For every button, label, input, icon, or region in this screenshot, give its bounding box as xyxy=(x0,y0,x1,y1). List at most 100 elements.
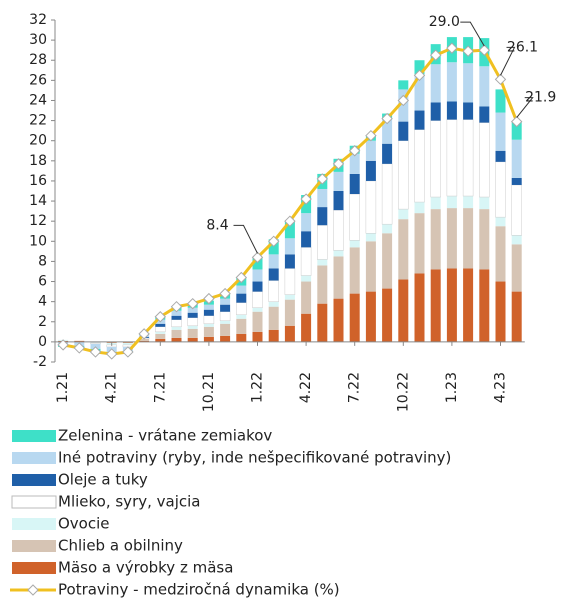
bar-segment xyxy=(139,340,150,342)
y-tick-label: 8 xyxy=(38,253,47,269)
bar-segment xyxy=(382,119,393,144)
bar-segment xyxy=(479,66,490,107)
bar-segment xyxy=(284,294,295,300)
bar-segment xyxy=(479,197,490,210)
bar-segment xyxy=(463,63,474,103)
bar-segment xyxy=(90,341,101,343)
x-tick-label: 4.21 xyxy=(104,372,120,403)
bar-segment xyxy=(122,342,133,345)
bar-segment xyxy=(349,193,360,241)
bar-segment xyxy=(446,101,457,120)
bar-segment xyxy=(317,303,328,342)
y-tick-label: 4 xyxy=(38,294,47,310)
bar-segment xyxy=(155,333,166,339)
bar-segment xyxy=(333,298,344,342)
bar-segment xyxy=(511,177,522,185)
line-marker xyxy=(446,42,458,54)
y-tick-label: 26 xyxy=(29,72,47,88)
x-tick-label: 10.21 xyxy=(201,372,217,412)
bar-segment xyxy=(398,279,409,342)
bar-segment xyxy=(252,281,263,292)
y-tick-label: 10 xyxy=(29,233,47,249)
x-tick-label: 1.23 xyxy=(444,372,460,403)
bar-segment xyxy=(495,150,506,162)
bar-segment xyxy=(479,122,490,198)
bar-segment xyxy=(284,299,295,326)
bar-segment xyxy=(252,269,263,282)
bar-segment xyxy=(268,254,279,269)
line-marker xyxy=(332,158,345,170)
bar-segment xyxy=(317,188,328,208)
bar-segment xyxy=(268,306,279,330)
bar-segment xyxy=(414,202,425,214)
bar-segment xyxy=(300,247,312,276)
legend-label: Potraviny - medziročná dynamika (%) xyxy=(58,581,340,599)
data-label: 29.0 xyxy=(429,14,460,30)
bar-segment xyxy=(171,310,182,316)
line-marker xyxy=(478,44,491,56)
x-tick-label: 1.21 xyxy=(55,372,71,403)
bar-segment xyxy=(511,291,522,342)
y-tick-label: 22 xyxy=(29,113,47,129)
bar-segment xyxy=(414,110,425,130)
line-marker xyxy=(138,328,150,340)
bar-segment xyxy=(414,273,425,342)
data-label: 26.1 xyxy=(507,39,538,55)
bar-segment xyxy=(187,307,198,313)
bar-segment xyxy=(155,323,166,327)
bar-segment xyxy=(479,106,490,123)
bar-segment xyxy=(495,89,506,113)
bar-segment xyxy=(236,318,247,334)
bar-segment xyxy=(139,338,150,341)
bar-segment xyxy=(414,60,425,75)
line-marker xyxy=(381,112,393,125)
bar-segment xyxy=(365,241,376,292)
legend-label: Mäso a výrobky z mäsa xyxy=(58,559,233,577)
x-tick-label: 4.22 xyxy=(298,372,314,403)
bar-segment xyxy=(236,293,247,303)
bar-segment xyxy=(203,315,215,325)
bar-segment xyxy=(446,119,458,197)
bar-segment xyxy=(203,323,214,327)
x-tick-label: 10.22 xyxy=(395,372,411,412)
y-tick-label: 12 xyxy=(29,213,47,229)
bar-segment xyxy=(365,180,377,234)
bar-segment xyxy=(220,323,231,336)
bar-segment xyxy=(511,244,522,292)
legend-swatch xyxy=(11,495,57,509)
line-marker xyxy=(122,346,134,358)
bar-segment xyxy=(268,329,279,342)
bar-segment xyxy=(90,342,101,345)
bar-segment xyxy=(203,309,214,316)
bar-segment xyxy=(333,209,344,251)
bar-segment xyxy=(317,224,328,260)
bar-segment xyxy=(495,226,506,282)
x-tick-label: 4.23 xyxy=(493,372,509,403)
bar-segment xyxy=(301,313,312,342)
bar-segment xyxy=(511,184,522,236)
bar-segment xyxy=(284,254,295,269)
bar-segment xyxy=(236,333,247,342)
y-tick-label: 18 xyxy=(29,153,47,169)
bar-segment xyxy=(511,235,522,245)
bar-segment xyxy=(219,311,231,322)
bar-segment xyxy=(252,311,263,332)
bar-segment xyxy=(171,337,182,342)
legend-swatch xyxy=(27,584,39,596)
bar-segment xyxy=(382,224,393,234)
bar-segment xyxy=(446,196,457,209)
line-marker xyxy=(397,94,410,107)
bar-segment xyxy=(430,209,441,270)
bar-segment xyxy=(398,219,409,280)
bar-segment xyxy=(187,337,198,342)
bar-segment xyxy=(236,302,247,315)
bar-segment xyxy=(365,140,376,161)
bar-segment xyxy=(317,207,328,226)
bar-segment xyxy=(414,213,425,274)
bar-segment xyxy=(171,319,182,328)
line-marker xyxy=(154,311,167,323)
bar-segment xyxy=(414,74,425,111)
legend-label: Iné potraviny (ryby, inde nešpecifikovan… xyxy=(58,449,451,467)
bar-segment xyxy=(349,293,360,342)
bar-segment xyxy=(317,259,328,266)
